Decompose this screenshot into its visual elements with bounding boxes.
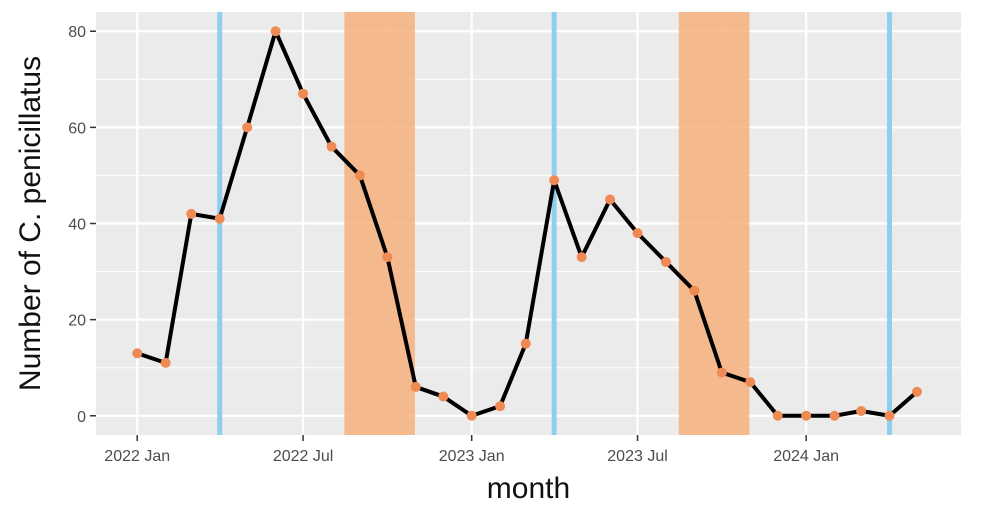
- y-tick-label: 60: [68, 120, 86, 137]
- shaded-periods: [344, 12, 750, 435]
- y-axis-title: Number of C. penicillatus: [14, 56, 47, 391]
- y-tick-label: 40: [68, 217, 86, 234]
- shaded-period: [678, 12, 750, 435]
- data-point: [549, 175, 560, 186]
- y-tick-label: 0: [77, 409, 86, 426]
- y-tick-label: 20: [68, 313, 86, 330]
- data-point: [576, 252, 587, 263]
- data-point: [912, 386, 923, 397]
- data-point: [382, 252, 393, 263]
- data-point: [495, 401, 506, 412]
- x-tick-label: 2022 Jul: [273, 448, 334, 465]
- data-point: [772, 410, 783, 421]
- data-point: [520, 338, 531, 349]
- x-tick-label: 2024 Jan: [773, 448, 839, 465]
- x-tick-label: 2022 Jan: [104, 448, 170, 465]
- data-point: [856, 405, 867, 416]
- data-point: [689, 285, 700, 296]
- data-point: [186, 208, 197, 219]
- data-point: [829, 410, 840, 421]
- y-tick-label: 80: [68, 24, 86, 41]
- data-point: [160, 357, 171, 368]
- data-point: [466, 410, 477, 421]
- data-point: [884, 410, 895, 421]
- data-points: [132, 26, 923, 421]
- data-point: [132, 348, 143, 359]
- data-point: [632, 228, 643, 239]
- data-point: [605, 194, 616, 205]
- data-point: [214, 213, 225, 224]
- data-point: [438, 391, 449, 402]
- data-point: [298, 88, 309, 99]
- data-point: [745, 377, 756, 388]
- data-point: [354, 170, 365, 181]
- data-point: [801, 410, 812, 421]
- x-tick-label: 2023 Jul: [607, 448, 668, 465]
- x-axis-title: month: [487, 472, 570, 505]
- x-tick-label: 2023 Jan: [439, 448, 505, 465]
- data-point: [660, 256, 671, 267]
- data-point: [326, 141, 337, 152]
- data-point: [242, 122, 253, 133]
- data-point: [410, 381, 421, 392]
- data-point: [716, 367, 727, 378]
- shaded-period: [344, 12, 415, 435]
- data-point: [270, 26, 281, 37]
- y-axis-ticks: 0 20 40 60 80: [68, 24, 96, 426]
- x-axis-ticks: 2022 Jan 2022 Jul 2023 Jan 2023 Jul 2024 Jan: [104, 435, 839, 465]
